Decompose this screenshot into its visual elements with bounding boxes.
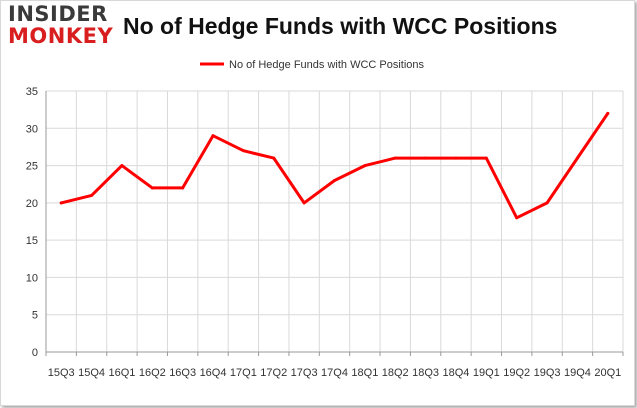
data-point <box>211 134 215 138</box>
x-tick-label: 16Q1 <box>108 367 135 379</box>
logo-bottom-text: MONKEY <box>8 24 114 48</box>
x-tick-label: 18Q1 <box>351 367 378 379</box>
data-point <box>333 178 336 182</box>
x-tick-label: 17Q3 <box>291 367 318 379</box>
x-tick-label: 18Q4 <box>443 367 470 379</box>
x-tick-label: 18Q2 <box>382 367 409 379</box>
x-tick-label: 16Q2 <box>139 367 166 379</box>
series-lines <box>59 111 610 220</box>
x-tick-label: 19Q2 <box>503 367 530 379</box>
gridlines <box>46 90 624 352</box>
data-point <box>363 164 367 168</box>
data-point <box>575 156 579 160</box>
axes <box>45 91 624 356</box>
legend: No of Hedge Funds with WCC Positions <box>200 59 425 71</box>
x-tick-label: 17Q4 <box>321 367 348 379</box>
y-tick-label: 35 <box>26 86 38 98</box>
y-tick-label: 30 <box>26 123 38 135</box>
x-tick-label: 18Q3 <box>412 367 439 379</box>
y-tick-label: 25 <box>26 161 38 173</box>
x-tick-label: 15Q4 <box>78 367 105 379</box>
data-point <box>484 156 488 160</box>
y-tick-label: 5 <box>32 310 38 322</box>
data-point <box>515 216 519 220</box>
x-tick-label: 16Q3 <box>169 367 196 379</box>
data-point <box>241 149 245 153</box>
data-point <box>454 156 458 160</box>
x-tick-labels: 15Q3 15Q4 16Q1 16Q2 16Q3 16Q4 17Q1 17Q2 17Q3 17Q4… <box>48 367 622 379</box>
data-point <box>59 201 63 205</box>
data-point <box>545 201 549 205</box>
y-tick-label: 0 <box>32 347 38 359</box>
data-point <box>90 193 94 197</box>
data-point <box>424 156 428 160</box>
y-tick-label: 20 <box>26 198 38 210</box>
data-point <box>272 156 276 160</box>
data-point <box>150 186 154 190</box>
y-tick-label: 10 <box>26 272 38 284</box>
x-tick-label: 17Q2 <box>260 367 287 379</box>
x-tick-label: 19Q1 <box>473 367 500 379</box>
data-point <box>606 111 610 115</box>
y-tick-labels: 0 5 10 15 20 25 30 35 <box>26 86 38 359</box>
x-tick-label: 17Q1 <box>230 367 257 379</box>
insider-monkey-logo: INSIDER MONKEY <box>8 4 113 47</box>
chart-title: No of Hedge Funds with WCC Positions <box>123 13 558 39</box>
x-tick-label: 19Q4 <box>564 367 591 379</box>
data-point <box>120 164 124 168</box>
x-tick-label: 15Q3 <box>48 367 75 379</box>
x-tick-label: 16Q4 <box>200 367 227 379</box>
x-tick-label: 19Q3 <box>534 367 561 379</box>
logo-top-text: INSIDER <box>8 2 108 26</box>
x-tick-label: 20Q1 <box>594 367 621 379</box>
y-tick-label: 15 <box>26 235 38 247</box>
data-point <box>302 201 306 205</box>
data-point <box>181 186 185 190</box>
legend-label: No of Hedge Funds with WCC Positions <box>229 59 425 71</box>
data-point <box>393 156 397 160</box>
